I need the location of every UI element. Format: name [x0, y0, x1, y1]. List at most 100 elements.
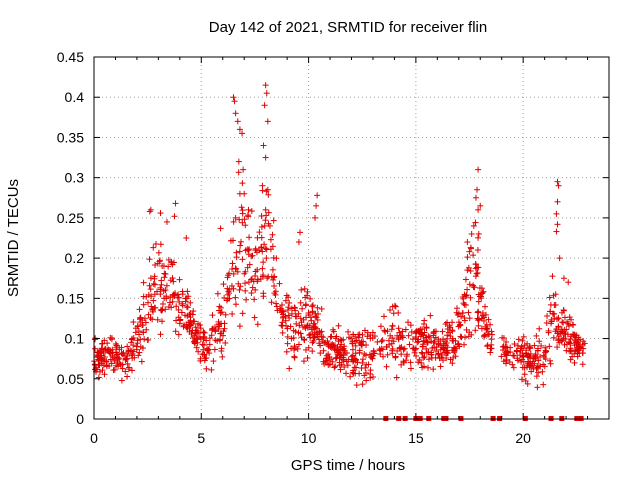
data-point [420, 338, 427, 345]
data-point [480, 314, 487, 321]
data-point [170, 278, 177, 285]
data-point [519, 345, 526, 352]
data-point [567, 356, 574, 363]
data-point [361, 372, 368, 379]
data-point [521, 342, 528, 349]
data-point [241, 216, 248, 223]
data-point [291, 346, 298, 353]
data-point [263, 90, 270, 97]
data-point [477, 202, 484, 209]
data-point [284, 307, 291, 314]
data-point [283, 348, 290, 355]
data-point [475, 298, 482, 305]
data-point [568, 347, 575, 354]
data-point [229, 310, 236, 317]
data-point [314, 311, 321, 318]
data-point [418, 359, 425, 366]
data-point [470, 284, 477, 291]
data-point [235, 158, 242, 165]
data-point [475, 322, 482, 329]
data-point [395, 336, 402, 343]
data-point [219, 353, 226, 360]
data-point [421, 329, 428, 336]
data-point [453, 309, 460, 316]
data-point [444, 350, 451, 357]
data-point [554, 178, 561, 185]
data-point [556, 339, 563, 346]
data-point [440, 357, 447, 364]
data-point [503, 357, 510, 364]
data-point [380, 353, 387, 360]
data-point [150, 280, 157, 287]
data-point [323, 357, 330, 364]
data-point [405, 332, 412, 339]
data-point [334, 343, 341, 350]
data-point [455, 340, 462, 347]
data-point [445, 329, 452, 336]
data-point [522, 377, 529, 384]
data-point [158, 307, 165, 314]
x-tick-labels: 0 5 10 15 20 [90, 430, 531, 446]
data-point [354, 359, 361, 366]
data-point [395, 309, 402, 316]
data-point [519, 337, 526, 344]
data-point [122, 357, 129, 364]
data-point [108, 336, 115, 343]
data-point [462, 293, 469, 300]
data-point [560, 275, 567, 282]
data-point [313, 314, 320, 321]
data-point [483, 325, 490, 332]
data-point [251, 314, 258, 321]
data-point [410, 345, 417, 352]
data-point [101, 354, 108, 361]
data-point [310, 324, 317, 331]
data-point [396, 329, 403, 336]
data-point [318, 305, 325, 312]
data-point [135, 352, 142, 359]
data-point [387, 332, 394, 339]
data-point [405, 319, 412, 326]
data-point [464, 286, 471, 293]
data-point [163, 282, 170, 289]
data-point [232, 110, 239, 117]
data-point [304, 355, 311, 362]
data-point [311, 334, 318, 341]
data-point [175, 306, 182, 313]
data-point [147, 286, 154, 293]
data-point [236, 216, 243, 223]
data-point [580, 338, 587, 345]
data-point [359, 331, 366, 338]
data-point [571, 359, 578, 366]
data-point [171, 213, 178, 220]
data-point [423, 334, 430, 341]
data-point [538, 342, 545, 349]
data-point [191, 318, 198, 325]
data-point [417, 326, 424, 333]
data-point [325, 340, 332, 347]
data-point [107, 334, 114, 341]
data-point [381, 327, 388, 334]
data-point [237, 242, 244, 249]
data-point [133, 343, 140, 350]
data-point [300, 358, 307, 365]
data-point [202, 355, 209, 362]
data-point [276, 280, 283, 287]
data-point [392, 353, 399, 360]
data-point [284, 325, 291, 332]
data-point [345, 328, 352, 335]
data-point [320, 334, 327, 341]
data-point [246, 234, 253, 241]
data-point [263, 255, 270, 262]
y-tick-label: 0 [76, 411, 84, 427]
data-point [301, 285, 308, 292]
data-point [449, 319, 456, 326]
data-point [288, 310, 295, 317]
data-point [563, 347, 570, 354]
data-point [92, 345, 99, 352]
data-point [248, 275, 255, 282]
data-point [158, 277, 165, 284]
data-point [256, 229, 263, 236]
data-point [130, 348, 137, 355]
data-point [532, 354, 539, 361]
data-point [286, 365, 293, 372]
